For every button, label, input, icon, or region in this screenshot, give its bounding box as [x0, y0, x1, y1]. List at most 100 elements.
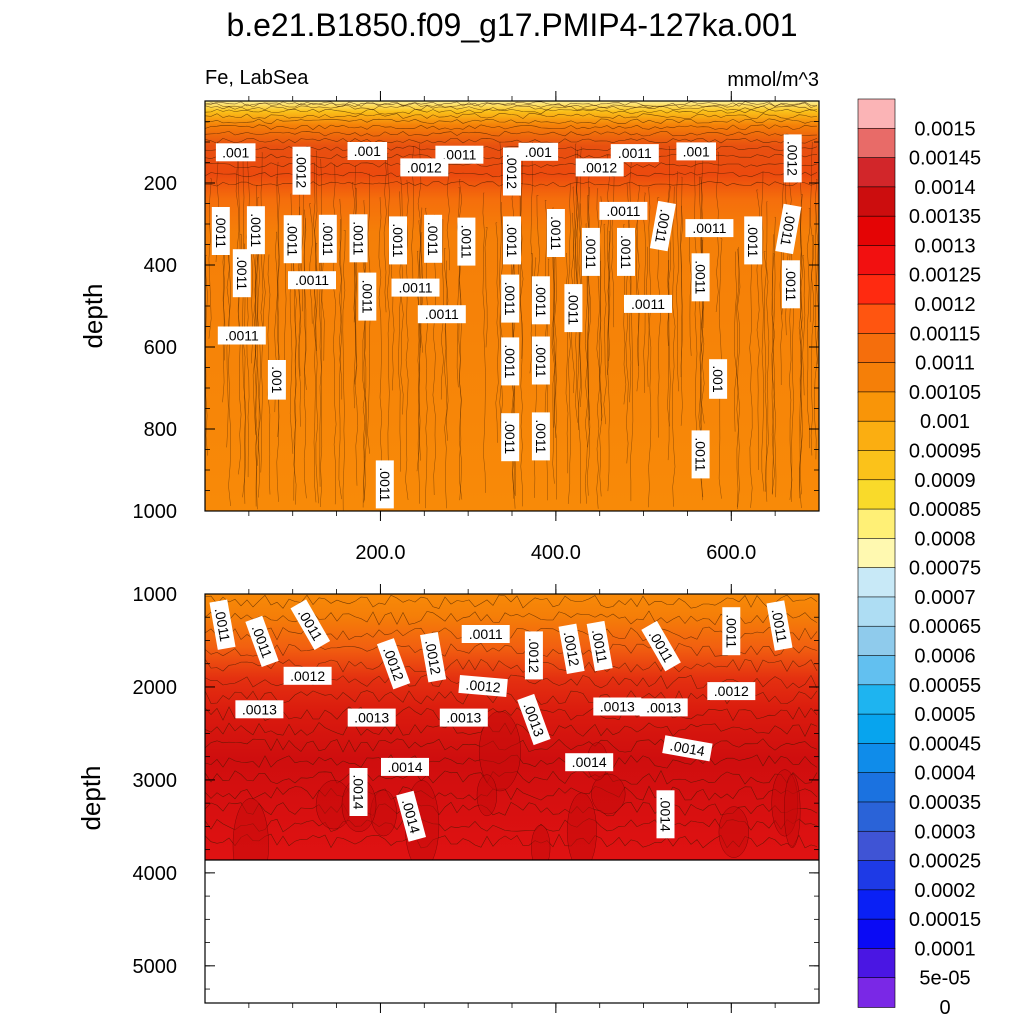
x-tick-label: 200.0: [355, 542, 405, 564]
contour-label-box: [235, 700, 284, 719]
contour-label-text: .0011: [769, 607, 791, 643]
contour-label: .0012: [420, 632, 447, 683]
contour-label: .0011: [531, 276, 550, 325]
contour-label-box: [518, 142, 559, 161]
y-tick-label: 1000: [133, 501, 178, 523]
colorbar-swatch: [857, 186, 896, 217]
contour-line: [565, 253, 569, 474]
contour-label: .0013: [439, 708, 488, 727]
colorbar-label: 0.0003: [914, 821, 975, 843]
contour-label-box: [458, 674, 508, 698]
contour-label-box: [662, 735, 713, 762]
contour-label: .0011: [781, 260, 800, 309]
contour-label: .0013: [347, 708, 396, 727]
colorbar: 0.0015 0.00145 0.0014 0.00135 0.0013 0.00125 0…: [857, 98, 981, 1019]
colorbar-label: 0.0008: [914, 528, 975, 550]
contour-line: [772, 216, 777, 498]
colorbar-label: 0.0001: [914, 938, 975, 960]
contour-label-box: [503, 216, 521, 265]
contour-label-box: [656, 790, 675, 839]
contour-label-text: .0012: [422, 639, 444, 676]
contour-label: .0011: [685, 219, 734, 238]
colorbar-swatch: [857, 918, 896, 950]
contour-label: .0011: [417, 305, 466, 324]
contour-label-box: [461, 625, 510, 643]
contour-label-text: .0011: [351, 221, 367, 255]
contour-label-box: [232, 249, 251, 298]
colorbar-label: 0.00065: [909, 616, 981, 638]
colorbar-label: 0.00045: [909, 733, 981, 755]
contour-label: .0014: [349, 768, 368, 816]
contour-label-box: [501, 337, 520, 386]
contour-line: [417, 220, 421, 461]
contour-label: .0011: [461, 625, 510, 643]
colorbar-label: 0.0015: [914, 118, 975, 140]
figure-title: b.e21.B1850.f09_g17.PMIP4-127ka.001: [226, 7, 797, 43]
contour-label-box: [439, 708, 488, 727]
colorbar-swatch: [857, 245, 896, 276]
colorbar-swatch: [857, 420, 896, 452]
contour-line: [603, 223, 607, 425]
colorbar-label: 0.00075: [909, 558, 981, 580]
contour-line: [675, 171, 680, 392]
contour-label-box: [783, 134, 802, 183]
contour-label-text: .0011: [606, 203, 640, 219]
contour-label-box: [781, 260, 800, 309]
contour-label-box: [288, 271, 336, 290]
contour-label-text: .0011: [213, 214, 229, 248]
contour-label-text: .0011: [285, 222, 301, 256]
contour-label-text: .0013: [600, 699, 635, 715]
contour-label-text: .0011: [234, 256, 250, 290]
contour-label: .0011: [501, 413, 520, 462]
contour-label-text: .001: [525, 144, 552, 160]
contour-line: [314, 150, 318, 352]
contour-label: .0011: [775, 203, 802, 255]
contour-label-box: [722, 607, 741, 656]
y-tick-label: 1000: [133, 584, 178, 606]
contour-label: .0011: [610, 144, 659, 163]
contour-line: [761, 171, 765, 492]
contour-label-box: [209, 599, 236, 650]
contour-label-text: .0014: [572, 754, 607, 770]
colorbar-label: 0.00085: [909, 499, 981, 521]
contour-line: [586, 187, 591, 448]
contour-line: [802, 255, 806, 396]
contour-line: [667, 146, 670, 427]
contour-label: .0011: [586, 620, 613, 672]
contour-label: .0012: [558, 623, 585, 674]
colorbar-label: 5e-05: [919, 968, 970, 990]
colorbar-label: 0.00125: [909, 265, 981, 287]
contour-label-text: .0011: [533, 419, 549, 453]
y-tick-label: 200: [144, 173, 177, 195]
colorbar-label: 0.0013: [914, 236, 975, 258]
contour-label-box: [400, 158, 449, 177]
contour-line: [799, 194, 803, 495]
contour-line: [205, 818, 818, 833]
contour-line: [599, 196, 603, 497]
contour-line: [611, 166, 615, 328]
colorbar-label: 0.0012: [914, 294, 975, 316]
contour-label: .001: [267, 359, 286, 400]
contour-label: .0011: [424, 214, 443, 263]
contour-label-box: [676, 142, 716, 161]
contour-label-text: .0012: [582, 159, 617, 175]
colorbar-swatch: [857, 98, 896, 130]
contour-label-box: [744, 216, 763, 265]
contour-line: [309, 203, 313, 324]
contour-label-text: .0012: [465, 677, 502, 696]
contour-label-text: .0011: [589, 628, 611, 664]
contour-region: [718, 806, 749, 858]
contour-label: .0011: [501, 337, 520, 386]
contour-label-text: .0012: [290, 668, 325, 684]
contour-label-text: .0011: [693, 437, 709, 471]
contour-label: .0014: [662, 735, 713, 762]
contour-line: [205, 105, 818, 111]
contour-label-box: [420, 632, 447, 683]
contour-line: [445, 260, 449, 441]
contour-label-box: [610, 144, 659, 163]
contour-label: .0011: [209, 599, 236, 650]
contour-label: .0011: [766, 600, 793, 651]
contour-line: [319, 246, 323, 487]
colorbar-swatch: [857, 303, 896, 335]
colorbar-label: 0.00115: [910, 323, 981, 345]
